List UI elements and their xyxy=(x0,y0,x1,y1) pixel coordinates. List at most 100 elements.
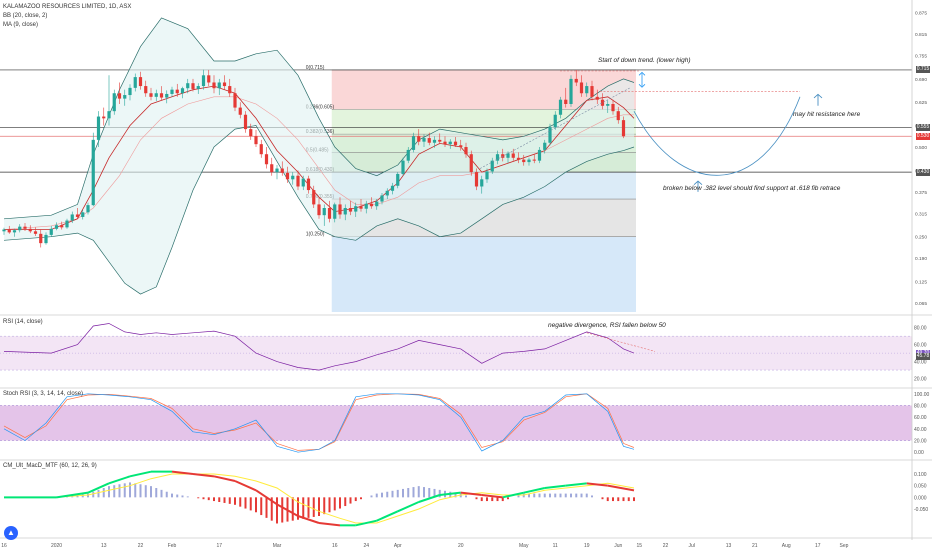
candle-body xyxy=(23,226,27,229)
time-tick-label: 16 xyxy=(332,543,338,549)
time-tick-label: 20 xyxy=(458,543,464,549)
candle-body xyxy=(495,154,500,161)
macd-histogram-bar xyxy=(297,497,299,520)
macd-signal-line xyxy=(4,473,635,524)
candle-body xyxy=(86,205,90,213)
macd-histogram-bar xyxy=(622,497,625,502)
macd-line-segment xyxy=(418,494,441,503)
candle-body xyxy=(333,204,337,219)
macd-histogram-bar xyxy=(549,493,551,498)
macd-histogram-bar xyxy=(218,497,221,502)
candle-body xyxy=(474,172,479,187)
candle-body xyxy=(291,175,295,180)
rsi-value-tag: 45.78 xyxy=(916,353,930,361)
candle-body xyxy=(564,99,568,104)
axis-tick-label: 80.00 xyxy=(914,404,927,410)
macd-histogram-bar xyxy=(102,488,105,498)
price-tick-label: 0.500 xyxy=(915,145,927,151)
axis-tick-label: 20.00 xyxy=(914,439,927,445)
axis-tick-label: 40.00 xyxy=(914,360,927,366)
macd-histogram-bar xyxy=(486,497,488,502)
macd-line-segment xyxy=(56,491,89,499)
macd-histogram-bar xyxy=(344,497,347,507)
candle-body xyxy=(327,208,332,219)
arrow-up-support xyxy=(693,180,703,192)
macd-title[interactable]: CM_Ult_MacD_MTF (60, 12, 26, 9) xyxy=(3,463,97,469)
price-tag: 0.555 xyxy=(916,123,930,131)
axis-tick-label: 20.00 xyxy=(914,377,927,383)
price-tick-label: 0.190 xyxy=(915,256,927,262)
candle-body xyxy=(432,139,437,143)
candle-body xyxy=(427,138,431,143)
candle-body xyxy=(385,190,389,196)
macd-line-segment xyxy=(607,484,635,492)
candle-body xyxy=(112,93,116,112)
macd-histogram-bar xyxy=(606,497,609,502)
macd-histogram-bar xyxy=(281,497,284,523)
candle-body xyxy=(621,120,626,137)
macd-histogram-bar xyxy=(323,497,326,515)
candle-body xyxy=(553,114,557,128)
macd-histogram-bar xyxy=(417,486,420,498)
candle-body xyxy=(590,86,594,97)
macd-line-segment xyxy=(171,470,194,475)
ma-legend[interactable]: MA (9, close) xyxy=(3,22,39,28)
tradingview-logo[interactable]: ▲ xyxy=(4,526,18,540)
axis-tick-label: 40.00 xyxy=(914,427,927,433)
macd-histogram-bar xyxy=(239,497,242,507)
time-tick-label: 24 xyxy=(363,543,369,549)
macd-line-segment xyxy=(439,491,461,496)
candle-body xyxy=(312,190,316,205)
axis-tick-label: 0.00 xyxy=(914,450,924,456)
candle-body xyxy=(7,229,11,233)
resistance-annotation: may hit resistance here xyxy=(793,111,861,118)
candle-body xyxy=(249,129,253,137)
macd-histogram-bar xyxy=(475,497,478,500)
price-tick-label: 0.250 xyxy=(915,235,927,241)
candle-body xyxy=(207,75,211,83)
price-tag: 0.530 xyxy=(916,132,930,140)
rsi-title[interactable]: RSI (14, close) xyxy=(3,319,43,325)
macd-histogram-bar xyxy=(465,495,467,498)
macd-histogram-bar xyxy=(354,497,357,502)
macd-histogram-bar xyxy=(438,489,441,498)
macd-histogram-bar xyxy=(255,497,257,513)
macd-line-segment xyxy=(192,473,215,478)
time-tick-label: Aug xyxy=(782,543,791,549)
time-tick-label: 13 xyxy=(101,543,107,549)
candle-body xyxy=(186,83,190,89)
candle-body xyxy=(102,116,106,119)
candle-body xyxy=(611,104,615,112)
macd-histogram-bar xyxy=(244,497,247,509)
stoch-title[interactable]: Stoch RSI (3, 3, 14, 14, close) xyxy=(3,391,84,397)
candle-body xyxy=(107,111,111,119)
macd-histogram-bar xyxy=(627,497,630,502)
candle-body xyxy=(443,141,447,145)
macd-line-segment xyxy=(318,522,341,527)
stoch-band xyxy=(0,405,912,441)
macd-histogram-bar xyxy=(328,497,331,513)
macd-histogram-bar xyxy=(312,497,315,517)
candle-body xyxy=(411,136,416,150)
macd-histogram-bar xyxy=(423,487,425,498)
time-tick-label: May xyxy=(519,543,529,549)
candle-body xyxy=(123,95,127,99)
axis-tick-label: 60.00 xyxy=(914,415,927,421)
axis-tick-label: 80.00 xyxy=(914,326,927,332)
macd-histogram-bar xyxy=(454,492,457,498)
macd-line-segment xyxy=(276,503,299,517)
time-tick-label: 13 xyxy=(726,543,732,549)
macd-histogram-bar xyxy=(370,495,373,498)
bb-legend[interactable]: BB (20, close, 2) xyxy=(3,13,48,19)
price-tick-label: 0.625 xyxy=(915,100,927,106)
time-tick-label: 11 xyxy=(553,543,558,549)
time-tick-label: 17 xyxy=(815,543,821,549)
candle-body xyxy=(595,96,599,100)
time-tick-label: Sep xyxy=(840,543,849,549)
macd-histogram-bar xyxy=(139,484,142,498)
macd-histogram-bar xyxy=(538,493,541,498)
rsi-line xyxy=(3,323,635,371)
symbol-title[interactable]: KALAMAZOO RESOURCES LIMITED, 1D, ASX xyxy=(3,4,132,10)
candle-body xyxy=(606,104,610,106)
